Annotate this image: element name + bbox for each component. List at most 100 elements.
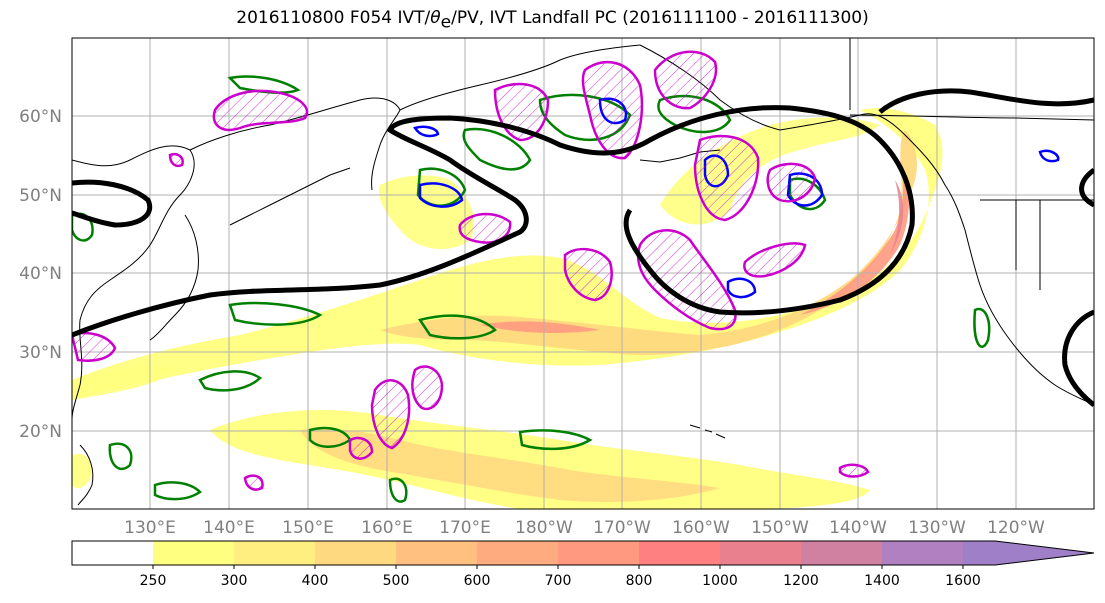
colorbar-tick-label: 1400 [864,573,900,589]
colorbar-outline [71,540,1095,566]
lon-label: 140°E [203,518,255,538]
pc-contour [636,229,737,331]
colorbar-segment [720,541,801,565]
lon-label: 120°W [987,518,1045,538]
jet-contour-e [1062,167,1094,407]
lon-label: 170°E [439,518,491,538]
pc-contour [411,365,444,411]
kamchatka-coast [189,97,401,191]
pc-contour [243,474,264,491]
pv-contour [413,125,440,138]
pc-contour [370,379,411,450]
lon-label: 160°W [672,518,730,538]
japan-coast [149,214,199,341]
colorbar-tick-label: 600 [464,573,491,589]
pc-contour [563,247,613,302]
us-west-coast [979,284,1094,406]
pc-contour [348,436,374,460]
pc-contour [581,60,644,160]
jet-contour-ne [878,88,1094,114]
pv-contour [726,277,757,299]
colorbar-tick-label: 300 [221,573,248,589]
colorbar: 250 300 400 500 600 700 800 1000 1200 1400 1600 [71,540,1095,589]
theta-e-contour [228,301,323,326]
colorbar-extend-arrow [963,541,1094,565]
theta-e-contour [462,127,532,171]
pv-contour [1038,149,1060,163]
colorbar-tick-label: 1200 [783,573,819,589]
ivt-core-red [890,180,904,255]
lon-label: 160°E [361,518,413,538]
lat-label-40: 40°N [19,264,62,284]
colorbar-segment [477,541,558,565]
pc-contour [743,242,807,278]
pc-contour [653,50,718,110]
lon-label: 150°E [282,518,334,538]
philippines [77,444,94,506]
lon-label: 130°E [124,518,176,538]
longitude-labels: 130°E 140°E 150°E 160°E 170°E 180°W 170°… [124,518,1045,538]
colorbar-tick-label: 250 [140,573,167,589]
colorbar-segment [72,541,153,565]
lon-label: 170°W [593,518,651,538]
siberia-coast [399,44,641,111]
ivt-band-outer [72,108,943,400]
asia-coast [72,145,195,421]
ivt-south-band-mid [300,428,720,502]
colorbar-segment [801,541,882,565]
pv-contour [418,182,464,208]
colorbar-segment [234,541,315,565]
theta-e-contour [417,314,497,340]
lat-label-50: 50°N [19,186,62,206]
pc-contour [693,134,760,222]
colorbar-tick-label: 400 [302,573,329,589]
ivt-northwest-patch [379,175,474,250]
ivt-west-patch [72,365,180,489]
pc-contour [212,89,309,132]
colorbar-segment [396,541,477,565]
colorbar-segment [153,541,234,565]
pc-contour [766,162,817,203]
pc-contour [72,331,117,362]
pc-contours [72,50,870,491]
colorbar-tick-label: 800 [626,573,653,589]
colorbar-segment [882,541,963,565]
lon-label: 150°W [751,518,809,538]
title-suffix: /PV, IVT Landfall PC (2016111100 - 20161… [451,8,869,28]
colorbar-tick-label: 1600 [945,573,981,589]
colorbar-segment [639,541,720,565]
colorbar-tick-label: 700 [545,573,572,589]
theta-e-contour [973,307,991,348]
lat-label-60: 60°N [19,107,62,127]
lon-label: 140°W [829,518,887,538]
lon-label: 180°W [515,518,573,538]
latitude-labels: 60°N 50°N 40°N 30°N 20°N [19,107,62,442]
alaska-coast [639,44,981,286]
graticule [72,38,1094,509]
canada-border [849,38,1094,121]
pc-contour [838,463,870,478]
theta-e-contour [388,477,408,503]
title-theta-sub: e [440,12,452,33]
colorbar-segment [315,541,396,565]
lat-label-30: 30°N [19,343,62,363]
theta-e-contour [108,442,133,471]
colorbar-segment [558,541,639,565]
hawaii [689,424,726,439]
title-theta: θ [430,8,441,28]
colorbar-tick-label: 1000 [702,573,738,589]
title-prefix: 2016110800 F054 IVT/ [236,8,431,28]
pc-contour [168,153,184,168]
map-title: 2016110800 F054 IVT/θe/PV, IVT Landfall … [0,8,1105,32]
ivt-band-mid [380,130,917,355]
theta-e-contour [198,370,263,392]
lat-label-20: 20°N [19,422,62,442]
coastlines [72,38,1094,506]
kurils [229,167,351,226]
colorbar-tick-label: 500 [383,573,410,589]
lon-label: 130°W [908,518,966,538]
theta-e-contour [153,481,202,501]
jet-contour-w [72,179,153,228]
jet-contours [72,88,1094,407]
